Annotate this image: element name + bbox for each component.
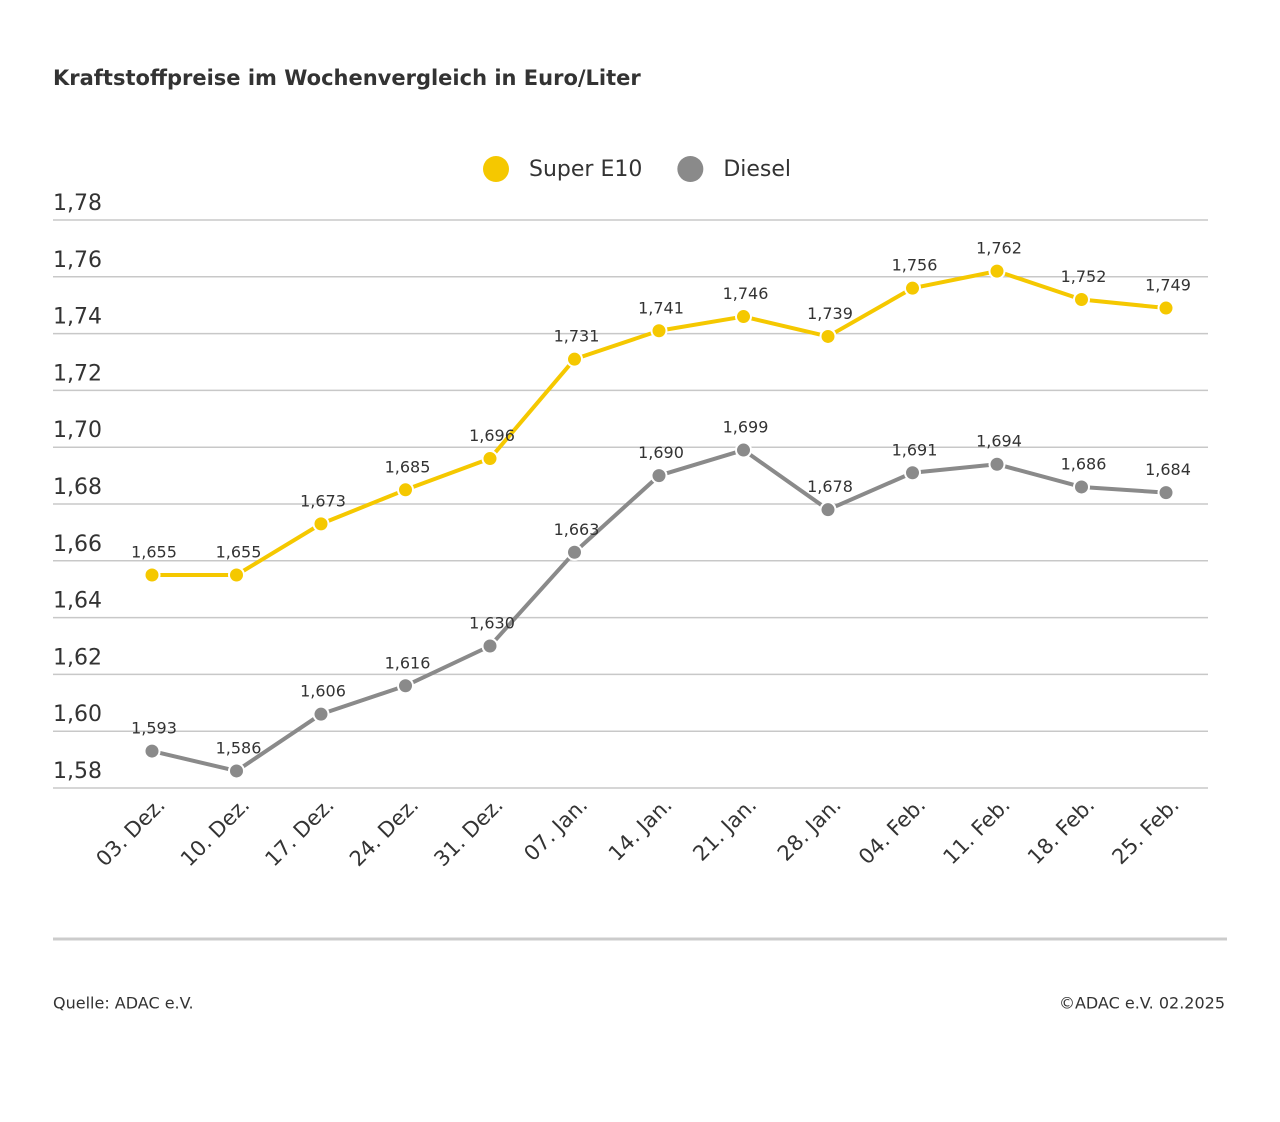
value-label: 1,630 bbox=[469, 614, 515, 633]
chart-title: Kraftstoffpreise im Wochenvergleich in E… bbox=[53, 66, 641, 90]
y-tick-label: 1,76 bbox=[53, 248, 102, 273]
point bbox=[397, 677, 414, 695]
x-tick-label: 07. Jan. bbox=[519, 793, 592, 866]
point bbox=[1073, 478, 1090, 496]
x-tick-label: 24. Dez. bbox=[345, 793, 423, 871]
point bbox=[143, 566, 161, 584]
point bbox=[819, 501, 837, 519]
x-tick-label: 10. Dez. bbox=[176, 793, 254, 871]
x-tick-label: 28. Jan. bbox=[773, 793, 846, 866]
y-tick-label: 1,78 bbox=[53, 191, 102, 216]
x-tick-label: 14. Jan. bbox=[604, 793, 677, 866]
point bbox=[143, 742, 161, 760]
point bbox=[904, 464, 921, 482]
legend-label: Super E10 bbox=[529, 157, 642, 182]
value-label: 1,593 bbox=[131, 719, 177, 738]
value-label: 1,752 bbox=[1061, 267, 1107, 286]
value-label: 1,756 bbox=[892, 256, 938, 275]
value-label: 1,684 bbox=[1145, 460, 1191, 479]
legend: Super E10 Diesel bbox=[483, 156, 791, 182]
y-tick-label: 1,70 bbox=[53, 418, 102, 443]
y-tick-label: 1,64 bbox=[53, 589, 102, 614]
legend-label: Diesel bbox=[723, 157, 791, 182]
value-label: 1,616 bbox=[385, 653, 431, 672]
point bbox=[735, 441, 752, 459]
y-tick-label: 1,58 bbox=[53, 759, 102, 784]
value-label: 1,685 bbox=[385, 457, 431, 476]
point bbox=[228, 566, 245, 584]
y-tick-label: 1,62 bbox=[53, 645, 102, 670]
point bbox=[904, 279, 921, 297]
x-tick-label: 18. Feb. bbox=[1023, 793, 1099, 869]
y-tick-label: 1,74 bbox=[53, 305, 102, 330]
value-label: 1,741 bbox=[638, 298, 684, 317]
point bbox=[819, 327, 837, 345]
point bbox=[481, 450, 499, 468]
y-tick-label: 1,68 bbox=[53, 475, 102, 500]
x-tick-label: 17. Dez. bbox=[260, 793, 338, 871]
value-label: 1,731 bbox=[554, 327, 600, 346]
value-label: 1,699 bbox=[723, 418, 769, 437]
x-tick-label: 25. Feb. bbox=[1107, 793, 1183, 869]
point bbox=[312, 705, 330, 723]
y-tick-label: 1,72 bbox=[53, 361, 102, 386]
value-label: 1,749 bbox=[1145, 276, 1191, 295]
value-label: 1,686 bbox=[1061, 454, 1107, 473]
point bbox=[1073, 291, 1090, 309]
point bbox=[1157, 299, 1175, 317]
value-label: 1,663 bbox=[554, 520, 600, 539]
point bbox=[1157, 484, 1175, 502]
x-tick-label: 31. Dez. bbox=[429, 793, 507, 871]
y-tick-label: 1,60 bbox=[53, 702, 102, 727]
value-label: 1,694 bbox=[976, 432, 1022, 451]
point bbox=[397, 481, 414, 499]
value-label: 1,739 bbox=[807, 304, 853, 323]
value-label: 1,696 bbox=[469, 426, 515, 445]
point bbox=[312, 515, 330, 533]
value-label: 1,606 bbox=[300, 682, 346, 701]
point bbox=[481, 637, 499, 655]
legend-marker bbox=[483, 156, 509, 182]
copyright: ©ADAC e.V. 02.2025 bbox=[1059, 994, 1225, 1013]
value-label: 1,762 bbox=[976, 239, 1022, 258]
source: Quelle: ADAC e.V. bbox=[53, 994, 194, 1013]
y-tick-label: 1,66 bbox=[53, 532, 102, 557]
value-label: 1,690 bbox=[638, 443, 684, 462]
point bbox=[988, 262, 1006, 280]
legend-marker bbox=[677, 156, 704, 182]
point bbox=[988, 455, 1006, 473]
point bbox=[228, 762, 245, 780]
point bbox=[650, 322, 668, 340]
value-label: 1,678 bbox=[807, 477, 853, 496]
x-tick-label: 21. Jan. bbox=[688, 793, 761, 866]
point bbox=[735, 308, 752, 326]
value-label: 1,746 bbox=[723, 284, 769, 303]
point bbox=[566, 543, 583, 561]
value-label: 1,655 bbox=[131, 543, 177, 562]
point bbox=[566, 350, 583, 368]
x-tick-label: 11. Feb. bbox=[938, 793, 1014, 869]
value-label: 1,673 bbox=[300, 491, 346, 510]
value-label: 1,655 bbox=[216, 543, 262, 562]
x-tick-label: 04. Feb. bbox=[854, 793, 930, 869]
value-label: 1,586 bbox=[216, 738, 262, 757]
value-label: 1,691 bbox=[892, 440, 938, 459]
point bbox=[650, 467, 668, 485]
x-tick-label: 03. Dez. bbox=[91, 793, 169, 871]
